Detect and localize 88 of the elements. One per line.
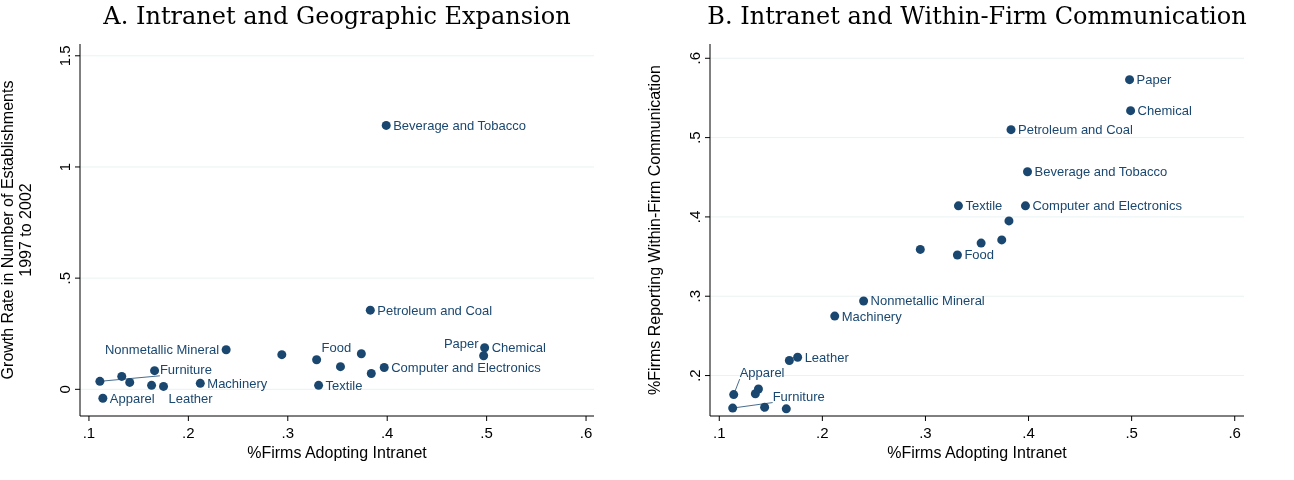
x-tick-label: .6 [1228,424,1241,441]
x-tick-label: .3 [281,424,295,441]
annotation: Food [964,247,995,263]
annotation: Textile [965,198,1003,214]
y-tick-label: .6 [686,52,703,65]
x-tick-label: .5 [1125,424,1138,441]
annotation: Beverage and Tobacco [1034,164,1168,180]
point [314,380,324,390]
annotation: Computer and Electronics [391,360,542,376]
x-tick-label: .6 [579,424,593,441]
annotation: Food [321,340,352,356]
x-tick-label: .4 [1022,424,1035,441]
x-tick-label: .2 [816,424,829,441]
x-tick-label: .1 [713,424,726,441]
point [125,377,135,387]
point [1006,125,1016,135]
point [159,381,169,391]
point [335,362,345,372]
point [915,244,925,254]
point [953,201,963,211]
point [1020,201,1030,211]
x-tick-label: .2 [182,424,195,441]
point [793,352,803,362]
annotation: Leather [804,349,850,365]
point [952,250,962,260]
point [976,238,986,248]
point [221,345,231,355]
point [784,355,794,365]
annotation: Beverage and Tobacco [393,117,526,133]
point [1023,167,1033,177]
point [98,393,108,403]
point [859,296,869,306]
y-tick-label: 1 [56,162,73,172]
y-tick-label: .5 [686,131,703,144]
annotation: Paper [1136,72,1172,88]
y-tick-label: 0 [56,385,73,394]
y-tick-label: .2 [686,369,703,382]
annotation: Textile [325,377,363,393]
point [480,343,490,353]
point [312,355,322,365]
point [150,366,160,376]
y-tick-label: .4 [686,210,703,224]
point [479,351,489,361]
annotation: Chemical [1137,103,1192,119]
point [365,305,375,315]
point [750,389,760,399]
point [997,235,1007,245]
point [1126,106,1136,116]
annotation: Apparel [109,390,155,406]
x-tick-label: .1 [82,424,96,441]
point [356,349,366,359]
annotation: Paper [443,336,480,352]
y-axis-title: %Firms Reporting Within-Firm Communication [646,65,663,395]
annotation: Machinery [841,308,903,324]
x-tick-label: .4 [380,424,394,441]
annotation: Petroleum and Coal [377,302,493,318]
annotation: Machinery [207,375,268,391]
point [729,390,739,400]
annotation: Apparel [739,365,785,381]
point [277,350,287,360]
x-axis-title: %Firms Adopting Intranet [887,444,1068,461]
chart-title: B. Intranet and Within-Firm Communication [707,2,1247,30]
annotation: Chemical [491,340,546,356]
annotation: Leather [168,390,214,406]
point [760,402,770,412]
y-axis-title: Growth Rate in Number of Establishments 1997 to 2002 [0,80,34,380]
point [366,369,376,379]
annotation: Computer and Electronics [1032,198,1183,214]
point [381,120,391,130]
annotation: Furniture [772,388,825,404]
chart-title: A. Intranet and Geographic Expansion [102,2,571,30]
point [147,380,157,390]
x-axis-title: %Firms Adopting Intranet [247,444,428,461]
point [195,378,205,388]
point [781,404,791,414]
point [1125,75,1135,85]
point [379,363,389,373]
x-tick-label: .3 [919,424,932,441]
x-tick-label: .5 [480,424,493,441]
annotation: Petroleum and Coal [1018,122,1134,138]
y-tick-label: .5 [56,271,73,285]
point [830,311,840,321]
annotation: Nonmetallic Mineral [870,293,985,309]
annotation: Nonmetallic Mineral [104,342,220,358]
y-tick-label: 1.5 [56,45,73,67]
y-tick-label: .3 [686,289,703,303]
annotation: Furniture [159,361,212,377]
point [1004,216,1014,226]
